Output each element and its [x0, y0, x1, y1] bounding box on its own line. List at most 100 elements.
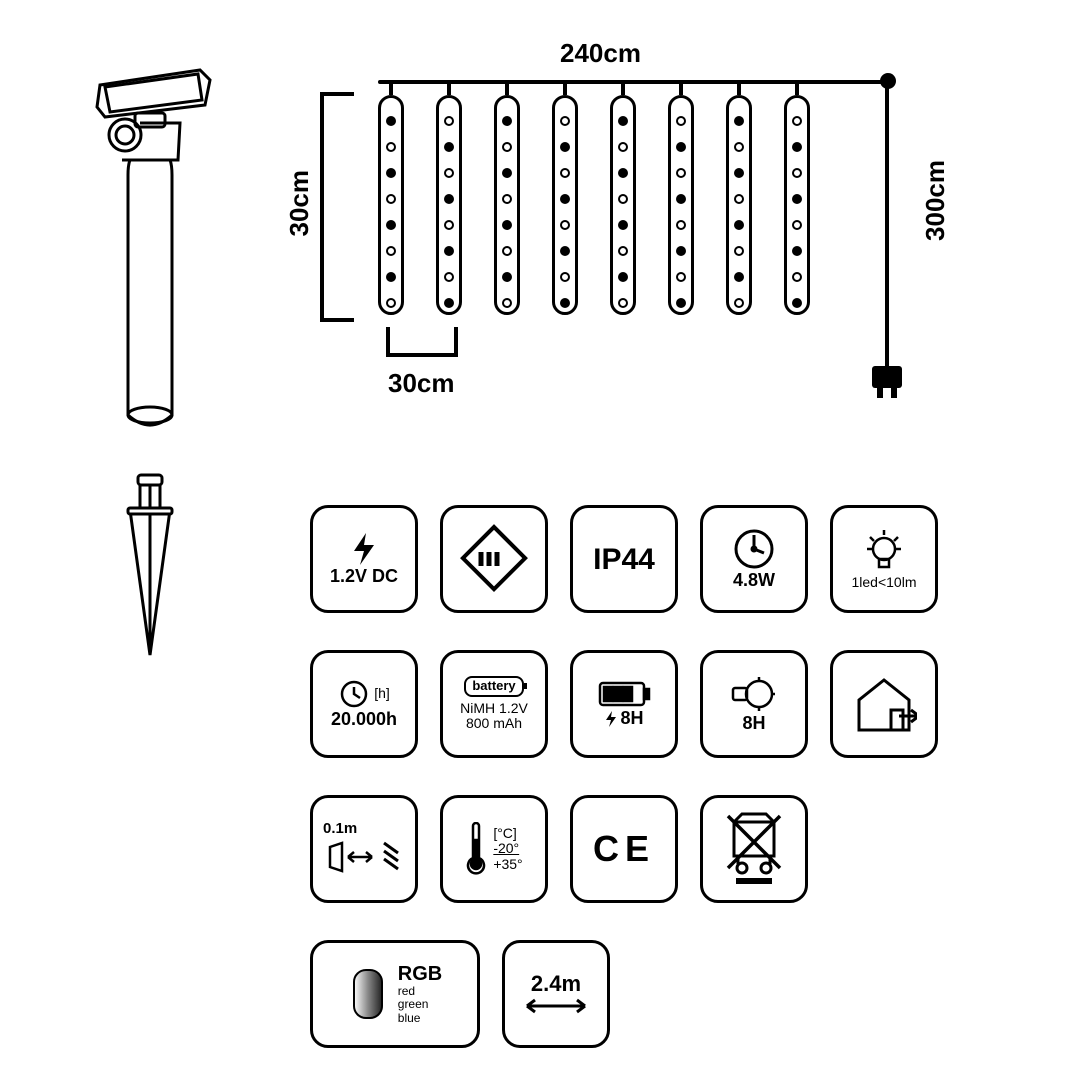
spec-row-2: [h] 20.000h battery NiMH 1.2V 800 mAh 8H… [310, 650, 938, 758]
led-off-icon [560, 220, 570, 230]
spec-ce: CE [570, 795, 678, 903]
tube-connector [795, 82, 799, 95]
spec-charge: 8H [570, 650, 678, 758]
battery-label: battery [472, 678, 515, 693]
led-tube [436, 95, 462, 315]
spec-row-4: RGB red green blue 2.4m [310, 940, 610, 1048]
spec-voltage-text: 1.2V DC [330, 567, 398, 587]
led-on-icon [618, 116, 628, 126]
led-on-icon [444, 246, 454, 256]
led-off-icon [444, 220, 454, 230]
spec-lumen-text: 1led<10lm [852, 575, 917, 590]
led-off-icon [560, 168, 570, 178]
led-off-icon [618, 142, 628, 152]
led-on-icon [386, 116, 396, 126]
spec-ip-text: IP44 [593, 543, 655, 576]
label-spacing: 30cm [388, 368, 455, 399]
led-on-icon [560, 194, 570, 204]
led-on-icon [618, 272, 628, 282]
spec-lifetime-text: 20.000h [331, 710, 397, 730]
ce-text: CE [593, 829, 655, 869]
led-on-icon [502, 272, 512, 282]
tube-connector [621, 82, 625, 95]
led-on-icon [444, 142, 454, 152]
spec-temp: [°C] -20° +35° [440, 795, 548, 903]
spec-voltage: 1.2V DC [310, 505, 418, 613]
led-on-icon [734, 116, 744, 126]
led-on-icon [502, 220, 512, 230]
tube-connector [563, 82, 567, 95]
led-off-icon [386, 194, 396, 204]
led-off-icon [502, 142, 512, 152]
spec-outdoor [830, 650, 938, 758]
tube-connector [737, 82, 741, 95]
led-on-icon [676, 142, 686, 152]
led-on-icon [792, 142, 802, 152]
tube-connector [389, 82, 393, 95]
led-on-icon [734, 220, 744, 230]
temp-high: +35° [493, 857, 522, 872]
led-off-icon [734, 298, 744, 308]
spec-watt: 4.8W [700, 505, 808, 613]
led-off-icon [676, 272, 686, 282]
led-off-icon [444, 168, 454, 178]
spec-watt-text: 4.8W [733, 571, 775, 591]
led-tube [552, 95, 578, 315]
lifetime-unit: [h] [374, 686, 390, 701]
led-off-icon [676, 116, 686, 126]
spec-distance: 0.1m [310, 795, 418, 903]
spec-length: 2.4m [502, 940, 610, 1048]
led-on-icon [560, 298, 570, 308]
led-off-icon [386, 246, 396, 256]
spec-ip: IP44 [570, 505, 678, 613]
solar-stake-diagram [50, 65, 250, 665]
led-off-icon [734, 142, 744, 152]
spec-weee [700, 795, 808, 903]
led-on-icon [618, 168, 628, 178]
led-on-icon [792, 298, 802, 308]
led-on-icon [502, 116, 512, 126]
tube-connector [505, 82, 509, 95]
led-on-icon [676, 298, 686, 308]
led-on-icon [560, 142, 570, 152]
led-on-icon [734, 272, 744, 282]
led-off-icon [560, 116, 570, 126]
tube-connector [447, 82, 451, 95]
temp-unit: [°C] [493, 826, 522, 841]
spec-class3 [440, 505, 548, 613]
spec-lumen: 1led<10lm [830, 505, 938, 613]
led-on-icon [792, 246, 802, 256]
led-off-icon [618, 246, 628, 256]
led-on-icon [792, 194, 802, 204]
led-off-icon [444, 116, 454, 126]
led-on-icon [386, 272, 396, 282]
battery-cap: 800 mAh [466, 716, 522, 731]
led-off-icon [618, 298, 628, 308]
led-on-icon [676, 194, 686, 204]
cable-right [885, 82, 889, 352]
led-off-icon [502, 194, 512, 204]
spec-battery: battery NiMH 1.2V 800 mAh [440, 650, 548, 758]
rgb-label: RGB [398, 963, 442, 985]
led-on-icon [734, 168, 744, 178]
led-tube [494, 95, 520, 315]
led-off-icon [502, 246, 512, 256]
led-off-icon [676, 168, 686, 178]
led-off-icon [792, 272, 802, 282]
led-off-icon [560, 272, 570, 282]
label-tube-length: 30cm [284, 170, 315, 237]
led-off-icon [734, 194, 744, 204]
led-tube [610, 95, 636, 315]
label-cable: 300cm [920, 160, 951, 241]
spec-rgb: RGB red green blue [310, 940, 480, 1048]
led-tube [668, 95, 694, 315]
led-tube [378, 95, 404, 315]
led-off-icon [792, 220, 802, 230]
led-on-icon [560, 246, 570, 256]
rgb-b: blue [398, 1012, 442, 1025]
led-on-icon [386, 168, 396, 178]
led-off-icon [676, 220, 686, 230]
led-off-icon [618, 194, 628, 204]
led-on-icon [676, 246, 686, 256]
length-text: 2.4m [531, 972, 581, 996]
